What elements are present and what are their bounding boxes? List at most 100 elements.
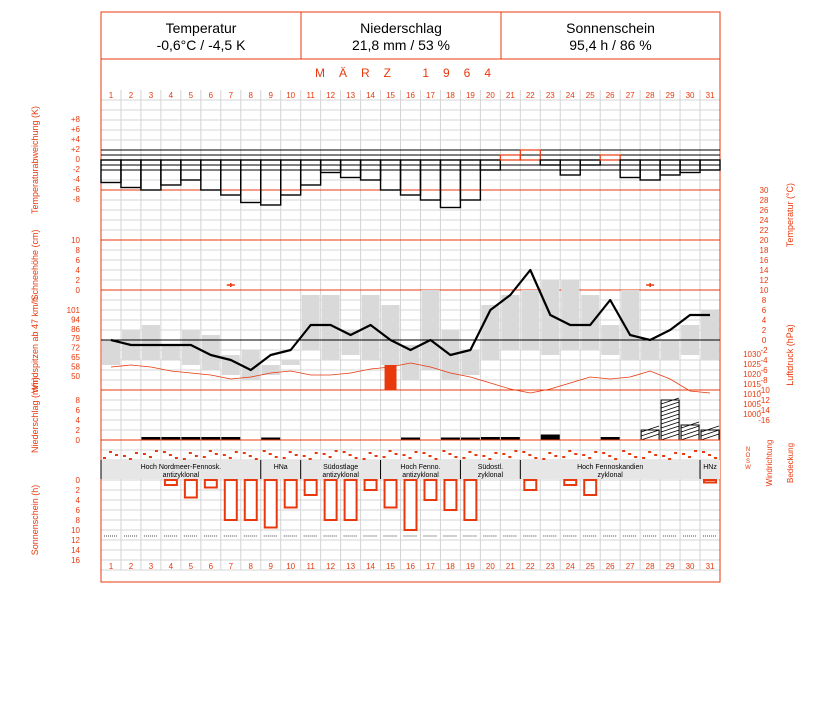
wind-dir-mark: [522, 451, 526, 453]
tick-temp-anomaly: +4: [71, 135, 81, 144]
weather-pattern-band: [101, 460, 720, 479]
sunshine-bar: [403, 479, 418, 531]
axis-label-temp-anomaly: Temperaturabweichung (K): [30, 106, 40, 214]
sunshine-bar: [203, 479, 218, 489]
temp-range-bar: [321, 295, 340, 360]
day-label-top: 21: [506, 91, 515, 100]
day-label-top: 9: [268, 91, 273, 100]
wind-dir-mark: [634, 456, 638, 458]
axis-label-pressure: Luftdruck (hPa): [785, 324, 795, 386]
temp-range-bar: [541, 280, 560, 355]
tick-precip: 0: [76, 436, 81, 445]
day-label-bottom: 30: [686, 562, 695, 571]
wind-dir-mark: [242, 452, 246, 454]
wind-dir-mark: [268, 453, 272, 455]
day-label-top: 13: [346, 91, 355, 100]
header-precipitation-title: Niederschlag: [360, 20, 442, 36]
day-label-bottom: 29: [666, 562, 675, 571]
day-label-top: 4: [169, 91, 174, 100]
day-label-bottom: 14: [366, 562, 375, 571]
sunshine-bar: [243, 479, 258, 521]
sunshine-bar: [263, 479, 278, 529]
temp-anomaly-bar: [579, 159, 601, 166]
wind-dir-mark: [282, 457, 286, 459]
temp-anomaly-bar: [539, 159, 561, 166]
day-label-bottom: 5: [189, 562, 194, 571]
tick-temp-anomaly: +2: [71, 145, 81, 154]
wind-dir-mark: [103, 457, 106, 459]
wind-dir-mark: [422, 452, 426, 454]
sunshine-bar: [323, 479, 338, 521]
temp-anomaly-bar: [299, 159, 322, 186]
precip-hatch: [660, 421, 680, 429]
temp-range-bar: [301, 295, 320, 350]
tick-wind-dir: O: [746, 453, 751, 459]
weather-pattern-label: Hoch Nordmeer-Fennosk. antizyklonal: [141, 464, 222, 479]
chart-frame: [100, 11, 721, 583]
precip-hatch: [660, 425, 680, 433]
day-label-bottom: 27: [626, 562, 635, 571]
tick-pressure: 1025: [743, 360, 761, 369]
wind-dir-mark: [702, 451, 706, 453]
wind-dir-mark: [574, 453, 578, 455]
tick-sun: 16: [71, 556, 80, 565]
wind-dir-mark: [354, 457, 358, 459]
day-label-bottom: 12: [326, 562, 335, 571]
wind-dir-mark: [222, 454, 226, 456]
axis-label-precip: Niederschlag (mm): [30, 377, 40, 453]
header-sunshine: Sonnenschein 95,4 h / 86 %: [501, 12, 720, 59]
tick-temperature: 2: [762, 326, 767, 335]
sunshine-bar: [303, 479, 318, 496]
wind-dir-mark: [434, 458, 438, 460]
header-sunshine-title: Sonnenschein: [566, 20, 655, 36]
wind-dir-mark: [302, 455, 306, 457]
sunshine-bar: [443, 479, 458, 511]
temp-range-bar: [581, 295, 600, 350]
sunshine-bar: [463, 479, 478, 521]
wind-dir-mark: [328, 456, 332, 458]
temp-range-bar: [201, 335, 220, 370]
tick-sun: 10: [71, 526, 80, 535]
day-label-top: 15: [386, 91, 395, 100]
wind-dir-mark: [188, 452, 192, 454]
wind-dir-mark: [308, 458, 312, 460]
temp-range-bar: [461, 350, 480, 375]
wind-dir-mark: [454, 456, 458, 458]
tick-temp-anomaly: 0: [76, 155, 81, 164]
tick-wind: 58: [71, 362, 80, 371]
tick-pressure: 1000: [743, 410, 761, 419]
precip-hatch: [680, 429, 700, 437]
wind-dir-mark: [594, 451, 598, 453]
tick-temp-anomaly: -2: [73, 165, 81, 174]
header-temperature: Temperatur -0,6°C / -4,5 K: [101, 12, 301, 59]
day-label-bottom: 2: [129, 562, 134, 571]
temp-range-bar: [401, 345, 420, 380]
wind-dir-mark: [274, 456, 278, 458]
tick-wind-dir: N: [746, 447, 750, 453]
sunshine-bar: [423, 479, 438, 501]
wind-gust-bar: [384, 365, 397, 390]
wind-dir-mark: [708, 454, 712, 456]
tick-pressure: 1005: [743, 400, 761, 409]
temp-range-bar: [661, 340, 680, 360]
day-label-top: 8: [249, 91, 254, 100]
wind-dir-mark: [568, 450, 572, 452]
header-temperature-title: Temperatur: [165, 20, 237, 36]
temp-range-bar: [561, 280, 580, 350]
axis-label-wind: Windspitzen ab 47 km/h: [30, 297, 40, 393]
precip-hatch: [641, 433, 660, 441]
axis-label-temperature: Temperatur (°C): [785, 183, 795, 247]
wind-dir-mark: [142, 453, 146, 455]
tick-temperature: -2: [760, 346, 768, 355]
temp-range-bar: [102, 340, 120, 365]
pressure-line: [110, 362, 711, 394]
day-label-top: 22: [526, 91, 535, 100]
wind-dir-mark: [342, 451, 346, 453]
wind-dir-mark: [174, 457, 178, 459]
sunshine-bar: [563, 479, 578, 486]
tick-temperature: 24: [760, 216, 769, 225]
sunshine-bar: [583, 479, 598, 496]
day-label-top: 14: [366, 91, 375, 100]
tick-wind: 65: [71, 353, 80, 362]
day-label-bottom: 24: [566, 562, 575, 571]
